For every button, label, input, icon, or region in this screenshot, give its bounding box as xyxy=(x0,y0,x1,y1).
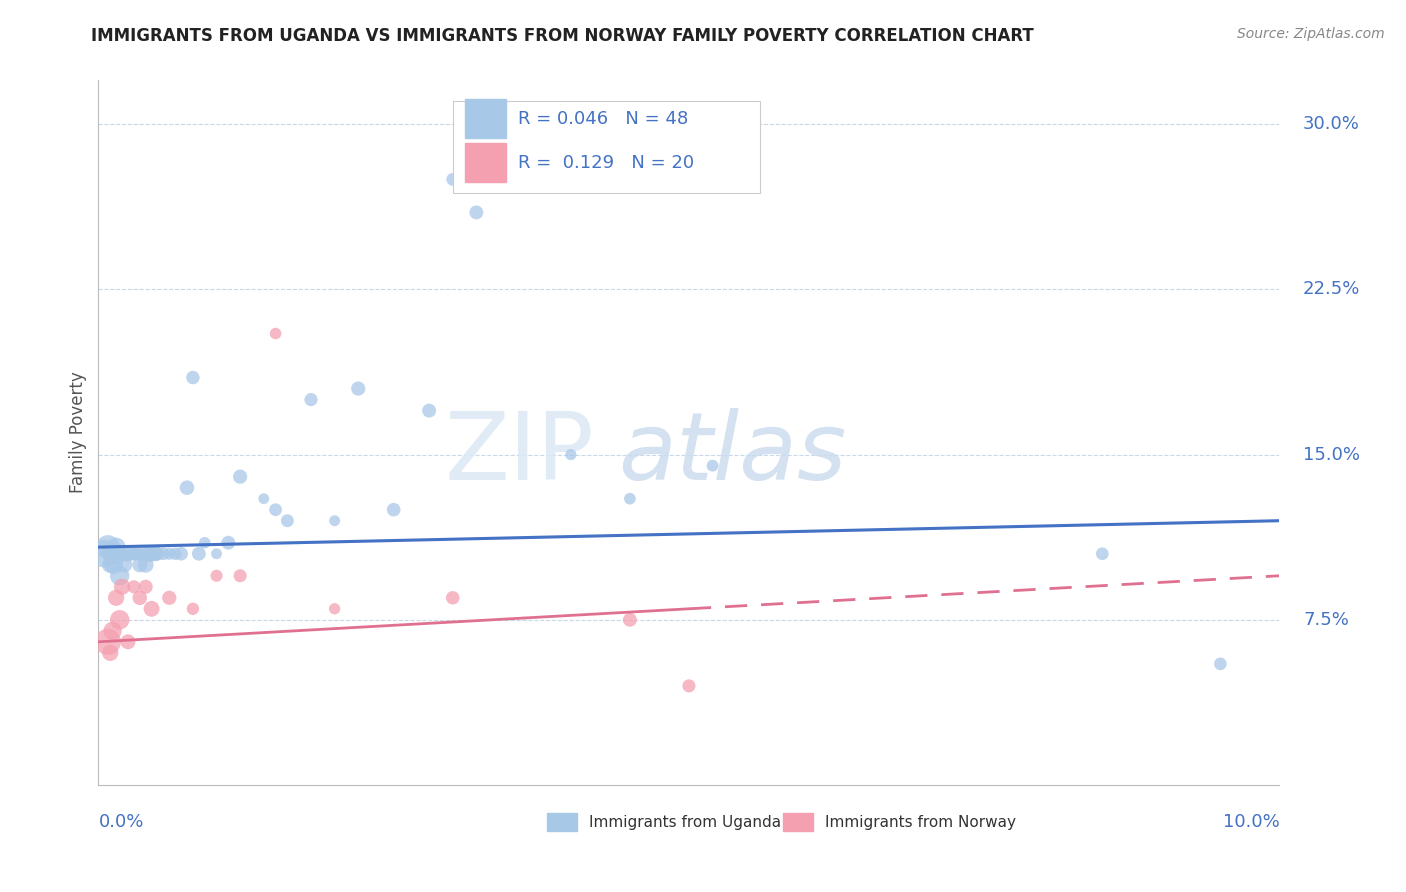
Point xyxy=(111,580,134,594)
Point xyxy=(132,547,155,561)
Point xyxy=(187,547,209,561)
Point xyxy=(135,580,157,594)
Point xyxy=(619,613,641,627)
Point xyxy=(229,568,252,582)
Point xyxy=(157,547,180,561)
Point xyxy=(97,540,120,554)
Text: 0.0%: 0.0% xyxy=(98,814,143,831)
Point xyxy=(299,392,322,407)
Point xyxy=(135,558,157,572)
Point xyxy=(103,558,125,572)
Point xyxy=(157,591,180,605)
Point xyxy=(465,205,488,219)
Y-axis label: Family Poverty: Family Poverty xyxy=(69,372,87,493)
Point xyxy=(1091,547,1114,561)
Point xyxy=(98,558,121,572)
Point xyxy=(108,568,131,582)
Point xyxy=(98,646,121,660)
Text: 7.5%: 7.5% xyxy=(1303,611,1348,629)
Point xyxy=(382,502,405,516)
Point xyxy=(141,547,163,561)
Bar xyxy=(464,99,506,138)
Point xyxy=(323,601,346,615)
Point xyxy=(105,547,128,561)
Text: 15.0%: 15.0% xyxy=(1303,446,1360,464)
Point xyxy=(98,547,121,561)
Point xyxy=(117,547,139,561)
Point xyxy=(181,601,204,615)
Point xyxy=(111,547,134,561)
Point xyxy=(122,580,145,594)
Point xyxy=(678,679,700,693)
Point xyxy=(264,502,287,516)
Text: R =  0.129   N = 20: R = 0.129 N = 20 xyxy=(517,153,693,171)
Point xyxy=(205,568,228,582)
Point xyxy=(146,547,169,561)
Point xyxy=(136,547,159,561)
FancyBboxPatch shape xyxy=(453,102,759,193)
Point xyxy=(205,547,228,561)
Bar xyxy=(464,144,506,182)
Point xyxy=(93,547,115,561)
Point xyxy=(101,624,124,638)
Point xyxy=(181,370,204,384)
Point xyxy=(108,613,131,627)
Point xyxy=(276,514,298,528)
Text: 10.0%: 10.0% xyxy=(1223,814,1279,831)
Point xyxy=(125,547,148,561)
Text: R = 0.046   N = 48: R = 0.046 N = 48 xyxy=(517,110,688,128)
Point xyxy=(165,547,187,561)
Point xyxy=(560,448,582,462)
Point xyxy=(217,535,239,549)
Point xyxy=(347,382,370,396)
Point xyxy=(418,403,440,417)
Point xyxy=(112,558,135,572)
Point xyxy=(122,547,145,561)
Point xyxy=(128,558,150,572)
Point xyxy=(143,547,166,561)
Text: ZIP: ZIP xyxy=(444,408,595,500)
Point xyxy=(170,547,193,561)
Point xyxy=(117,635,139,649)
Point xyxy=(105,540,128,554)
Text: atlas: atlas xyxy=(619,409,846,500)
Point xyxy=(702,458,724,473)
Point xyxy=(105,591,128,605)
Point xyxy=(194,535,217,549)
Point xyxy=(97,635,120,649)
Text: Source: ZipAtlas.com: Source: ZipAtlas.com xyxy=(1237,27,1385,41)
Text: 30.0%: 30.0% xyxy=(1303,115,1360,133)
Point xyxy=(229,469,252,483)
Point xyxy=(176,481,198,495)
Point xyxy=(101,547,124,561)
Text: Immigrants from Norway: Immigrants from Norway xyxy=(825,814,1015,830)
Bar xyxy=(783,814,813,830)
Point xyxy=(619,491,641,506)
Point xyxy=(441,172,464,186)
Point xyxy=(441,591,464,605)
Point xyxy=(323,514,346,528)
Text: IMMIGRANTS FROM UGANDA VS IMMIGRANTS FROM NORWAY FAMILY POVERTY CORRELATION CHAR: IMMIGRANTS FROM UGANDA VS IMMIGRANTS FRO… xyxy=(91,27,1035,45)
Point xyxy=(1209,657,1232,671)
Point xyxy=(264,326,287,341)
Point xyxy=(141,601,163,615)
Point xyxy=(253,491,276,506)
Text: Immigrants from Uganda: Immigrants from Uganda xyxy=(589,814,780,830)
Point xyxy=(152,547,174,561)
Point xyxy=(128,591,150,605)
Point xyxy=(121,547,143,561)
Bar xyxy=(547,814,576,830)
Text: 22.5%: 22.5% xyxy=(1303,280,1361,299)
